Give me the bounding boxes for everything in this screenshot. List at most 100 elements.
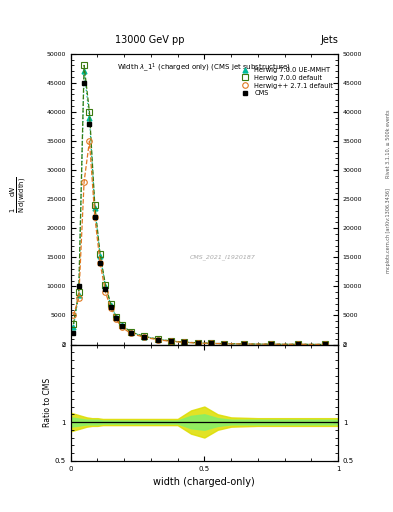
Herwig 7.0.0 default	[76, 289, 81, 295]
Line: Herwig++ 2.7.1 default: Herwig++ 2.7.1 default	[71, 138, 327, 347]
Herwig++ 2.7.1 default	[103, 289, 108, 295]
Herwig 7.0.0 UE-MMHT	[71, 324, 76, 330]
Herwig++ 2.7.1 default	[169, 338, 173, 345]
CMS	[155, 336, 160, 343]
Herwig++ 2.7.1 default	[155, 337, 160, 343]
Herwig++ 2.7.1 default	[242, 341, 247, 347]
CMS	[322, 342, 327, 348]
CMS	[92, 214, 97, 220]
Herwig++ 2.7.1 default	[82, 179, 86, 185]
Herwig 7.0.0 UE-MMHT	[108, 302, 113, 308]
Herwig 7.0.0 UE-MMHT	[222, 340, 227, 347]
Herwig 7.0.0 default	[108, 301, 113, 307]
Herwig 7.0.0 UE-MMHT	[269, 341, 274, 347]
Herwig 7.0.0 default	[195, 340, 200, 346]
Herwig 7.0.0 default	[242, 341, 247, 347]
Herwig++ 2.7.1 default	[76, 295, 81, 301]
CMS	[195, 340, 200, 346]
Herwig 7.0.0 default	[119, 322, 124, 328]
Herwig 7.0.0 UE-MMHT	[142, 333, 147, 339]
Herwig++ 2.7.1 default	[108, 305, 113, 311]
Herwig++ 2.7.1 default	[129, 330, 133, 336]
Herwig 7.0.0 default	[82, 62, 86, 69]
Herwig++ 2.7.1 default	[92, 214, 97, 220]
CMS	[169, 338, 173, 344]
CMS	[209, 340, 213, 347]
Herwig++ 2.7.1 default	[98, 260, 103, 266]
Herwig++ 2.7.1 default	[87, 138, 92, 144]
CMS	[182, 339, 187, 346]
Line: CMS: CMS	[71, 80, 327, 347]
Herwig 7.0.0 UE-MMHT	[169, 338, 173, 344]
CMS	[103, 286, 108, 292]
CMS	[242, 341, 247, 347]
CMS	[114, 315, 119, 322]
Herwig++ 2.7.1 default	[71, 312, 76, 318]
Herwig 7.0.0 default	[103, 282, 108, 288]
Text: 13000 GeV pp: 13000 GeV pp	[115, 35, 184, 45]
CMS	[82, 80, 86, 86]
Herwig 7.0.0 UE-MMHT	[182, 339, 187, 345]
Herwig++ 2.7.1 default	[322, 342, 327, 348]
Herwig 7.0.0 default	[129, 329, 133, 335]
CMS	[129, 330, 133, 336]
CMS	[296, 341, 300, 347]
Y-axis label: Ratio to CMS: Ratio to CMS	[43, 378, 52, 427]
CMS	[142, 334, 147, 340]
Herwig 7.0.0 UE-MMHT	[322, 342, 327, 348]
Text: Width $\lambda\_1^1$ (charged only) (CMS jet substructure): Width $\lambda\_1^1$ (charged only) (CMS…	[118, 61, 291, 74]
Herwig 7.0.0 UE-MMHT	[87, 115, 92, 121]
Line: Herwig 7.0.0 default: Herwig 7.0.0 default	[71, 62, 327, 347]
Text: mcplots.cern.ch [arXiv:1306.3436]: mcplots.cern.ch [arXiv:1306.3436]	[386, 188, 391, 273]
Herwig 7.0.0 default	[169, 338, 173, 344]
Herwig 7.0.0 UE-MMHT	[296, 341, 300, 347]
Herwig 7.0.0 default	[322, 342, 327, 348]
X-axis label: width (charged-only): width (charged-only)	[154, 477, 255, 487]
Herwig++ 2.7.1 default	[142, 334, 147, 340]
CMS	[108, 304, 113, 310]
CMS	[76, 283, 81, 289]
Herwig 7.0.0 default	[98, 251, 103, 258]
Text: $\frac{1}{\mathrm{N}}\frac{\mathrm{d}N}{\mathrm{d}(\mathrm{width})}$: $\frac{1}{\mathrm{N}}\frac{\mathrm{d}N}{…	[8, 176, 28, 213]
Herwig 7.0.0 default	[222, 340, 227, 347]
Herwig 7.0.0 UE-MMHT	[114, 314, 119, 320]
Herwig++ 2.7.1 default	[209, 340, 213, 347]
CMS	[119, 323, 124, 329]
Herwig 7.0.0 UE-MMHT	[129, 329, 133, 335]
Herwig 7.0.0 default	[296, 341, 300, 347]
Herwig++ 2.7.1 default	[114, 316, 119, 323]
Herwig 7.0.0 UE-MMHT	[92, 205, 97, 211]
Herwig 7.0.0 default	[155, 336, 160, 342]
Line: Herwig 7.0.0 UE-MMHT: Herwig 7.0.0 UE-MMHT	[71, 69, 327, 347]
Herwig++ 2.7.1 default	[269, 341, 274, 347]
Herwig++ 2.7.1 default	[182, 339, 187, 346]
Herwig 7.0.0 UE-MMHT	[195, 340, 200, 346]
Herwig++ 2.7.1 default	[119, 324, 124, 330]
Herwig 7.0.0 default	[71, 321, 76, 327]
Herwig 7.0.0 default	[92, 202, 97, 208]
CMS	[71, 330, 76, 336]
Herwig++ 2.7.1 default	[195, 340, 200, 346]
Herwig 7.0.0 default	[87, 109, 92, 115]
Herwig 7.0.0 default	[114, 313, 119, 319]
Text: Jets: Jets	[320, 35, 338, 45]
Text: CMS_2021_I1920187: CMS_2021_I1920187	[190, 254, 256, 260]
Herwig 7.0.0 default	[142, 333, 147, 339]
Text: Rivet 3.1.10, ≥ 500k events: Rivet 3.1.10, ≥ 500k events	[386, 109, 391, 178]
Herwig 7.0.0 UE-MMHT	[242, 341, 247, 347]
Herwig 7.0.0 UE-MMHT	[119, 322, 124, 328]
CMS	[269, 341, 274, 347]
CMS	[87, 120, 92, 126]
Herwig 7.0.0 default	[269, 341, 274, 347]
Herwig 7.0.0 UE-MMHT	[76, 292, 81, 298]
Herwig 7.0.0 default	[209, 340, 213, 347]
Herwig 7.0.0 UE-MMHT	[82, 68, 86, 74]
CMS	[98, 260, 103, 266]
Herwig++ 2.7.1 default	[296, 341, 300, 347]
Herwig 7.0.0 UE-MMHT	[155, 336, 160, 343]
Herwig 7.0.0 UE-MMHT	[209, 340, 213, 347]
Herwig 7.0.0 UE-MMHT	[98, 253, 103, 259]
CMS	[222, 340, 227, 347]
Legend: Herwig 7.0.0 UE-MMHT, Herwig 7.0.0 default, Herwig++ 2.7.1 default, CMS: Herwig 7.0.0 UE-MMHT, Herwig 7.0.0 defau…	[237, 66, 335, 98]
Herwig 7.0.0 default	[182, 339, 187, 345]
